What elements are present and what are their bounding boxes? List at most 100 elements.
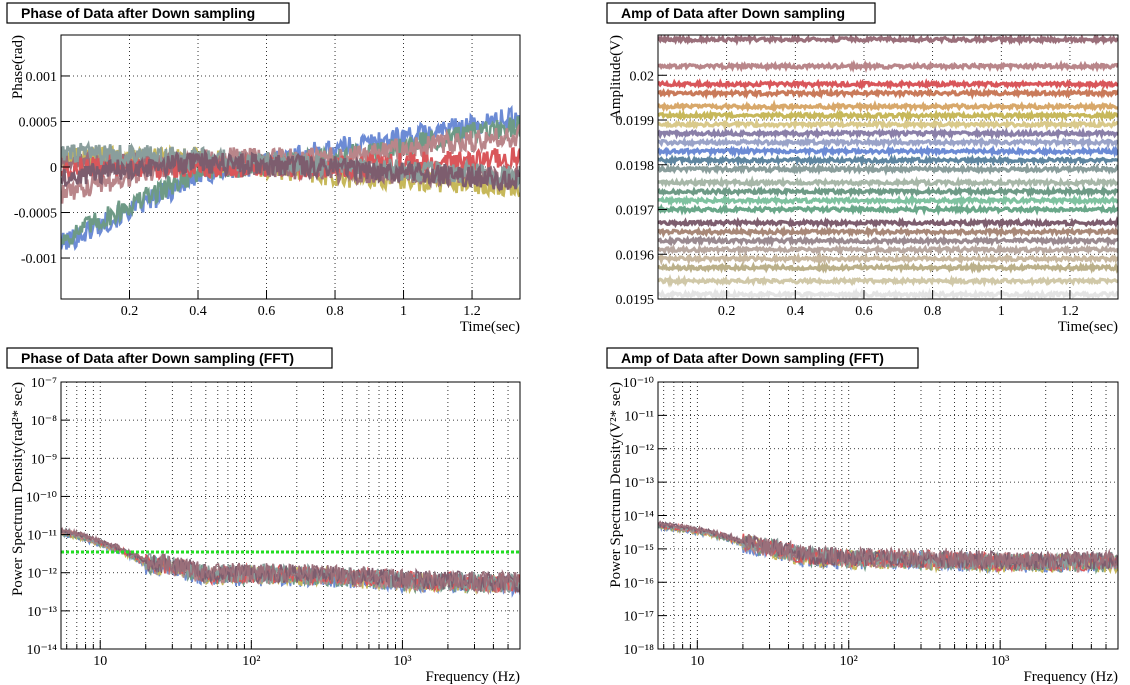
- axis-ticks: [658, 74, 1071, 300]
- x-tick-label: 1: [400, 304, 407, 319]
- series-line: [658, 287, 1118, 299]
- series-line: [658, 251, 1118, 266]
- y-tick-label: 10⁻¹⁰: [623, 376, 655, 391]
- y-tick-label: 0.0005: [19, 115, 58, 130]
- x-tick-label: 0.6: [258, 304, 276, 319]
- y-tick-label: 10⁻¹⁰: [26, 490, 58, 505]
- series-line: [658, 78, 1118, 91]
- y-tick-label: 0.0198: [616, 159, 655, 174]
- chart-panel-2: Amp of Data after Down sampling 0.2 0.4 0.6…: [606, 2, 1119, 335]
- y-tick-label: 0: [50, 161, 57, 176]
- panel-title: Amp of Data after Down sampling: [621, 5, 845, 21]
- y-tick-label: 10⁻¹²: [624, 443, 654, 458]
- y-axis-label: Amplitude(V): [608, 35, 624, 120]
- plot-frame: [60, 381, 521, 650]
- x-tick-label: 10³: [393, 654, 411, 669]
- y-tick-label: 0.0195: [616, 293, 655, 308]
- series-line: [658, 86, 1118, 100]
- panel-title: Phase of Data after Down sampling: [21, 5, 255, 21]
- x-tick-label: 10²: [840, 654, 858, 669]
- x-axis-label: Time(sec): [460, 319, 520, 335]
- y-tick-label: 10⁻¹⁶: [624, 576, 655, 591]
- series-line: [658, 136, 1118, 150]
- y-axis-label: Power Spectrum Density(rad²* sec): [10, 382, 26, 596]
- series-line: [61, 148, 520, 193]
- series-line: [61, 123, 520, 204]
- y-tick-label: 10⁻¹¹: [27, 529, 57, 544]
- series-line: [658, 144, 1118, 159]
- axis-ticks: [61, 75, 473, 299]
- y-tick-label: 10⁻¹³: [624, 476, 654, 491]
- x-tick-label: 1: [998, 304, 1005, 319]
- series-line: [658, 243, 1118, 257]
- series-line: [658, 225, 1118, 239]
- series-line: [658, 203, 1118, 216]
- series-group: [658, 520, 1118, 575]
- series-line: [658, 260, 1118, 275]
- y-tick-label: 10⁻⁸: [31, 414, 57, 429]
- series-line: [658, 99, 1118, 114]
- x-axis-label: Frequency (Hz): [425, 669, 520, 685]
- x-tick-label: 0.2: [121, 304, 139, 319]
- series-line: [658, 126, 1118, 141]
- x-tick-label: 0.4: [189, 304, 207, 319]
- series-line: [658, 520, 1118, 571]
- series-group: [61, 527, 520, 598]
- series-line: [61, 528, 520, 595]
- series-line: [658, 193, 1118, 208]
- y-axis-label: Power Spectrum Density(V²* sec): [608, 382, 624, 588]
- y-tick-label: -0.001: [21, 252, 57, 267]
- x-tick-label: 0.8: [924, 304, 942, 319]
- chart-panel-4: Amp of Data after Down sampling (FFT) 10 1…: [606, 347, 1119, 685]
- y-tick-label: 10⁻¹⁷: [624, 610, 655, 625]
- y-tick-label: 10⁻¹²: [27, 567, 57, 582]
- series-line: [658, 59, 1118, 74]
- panel-title-box: [606, 2, 876, 24]
- series-line: [658, 153, 1118, 167]
- x-tick-label: 1.2: [1061, 304, 1079, 319]
- x-tick-label: 1.2: [463, 304, 481, 319]
- chart-panel-3: Phase of Data after Down sampling (FFT) 1…: [6, 347, 521, 685]
- axis-ticks: [61, 381, 521, 650]
- chart-panel-1: Phase of Data after Down sampling 0.2 0.4 0…: [6, 2, 521, 335]
- series-line: [658, 273, 1118, 288]
- panel-title: Phase of Data after Down sampling (FFT): [21, 350, 294, 366]
- x-axis-label: Frequency (Hz): [1023, 669, 1118, 685]
- y-axis-label: Phase(rad): [10, 35, 26, 99]
- series-line: [658, 216, 1118, 230]
- y-tick-label: 10⁻¹³: [27, 605, 57, 620]
- y-tick-label: 0.001: [26, 70, 58, 85]
- x-axis-label: Time(sec): [1058, 319, 1118, 335]
- series-line: [658, 117, 1118, 132]
- series-line: [658, 184, 1118, 199]
- y-tick-label: 0.02: [630, 69, 655, 84]
- x-tick-label: 0.2: [718, 304, 736, 319]
- y-tick-label: 0.0197: [616, 204, 655, 219]
- x-tick-label: 10: [93, 654, 107, 669]
- series-line: [658, 162, 1118, 177]
- series-line: [658, 524, 1118, 575]
- y-tick-label: -0.0005: [14, 207, 57, 222]
- series-group: [61, 104, 520, 252]
- y-tick-label: 10⁻¹⁸: [624, 643, 655, 658]
- y-tick-label: 10⁻¹⁵: [624, 543, 655, 558]
- y-tick-label: 0.0199: [616, 114, 655, 129]
- series-line: [658, 175, 1118, 190]
- y-tick-label: 10⁻¹⁴: [624, 510, 655, 525]
- y-tick-label: 0.0196: [616, 248, 655, 263]
- y-tick-label: 10⁻⁹: [31, 452, 57, 467]
- y-tick-label: 10⁻¹¹: [624, 409, 654, 424]
- x-tick-label: 10: [690, 654, 704, 669]
- series-group: [658, 35, 1118, 299]
- panel-title-box: [6, 2, 290, 24]
- plot-frame: [657, 34, 1119, 300]
- panel-title-box: [606, 347, 919, 369]
- y-tick-label: 10⁻⁷: [31, 376, 57, 391]
- grid: [61, 381, 521, 650]
- x-tick-label: 10²: [242, 654, 260, 669]
- panel-title: Amp of Data after Down sampling (FFT): [621, 350, 884, 366]
- x-tick-label: 0.8: [326, 304, 344, 319]
- y-tick-label: 10⁻¹⁴: [27, 643, 58, 658]
- x-tick-label: 0.6: [855, 304, 873, 319]
